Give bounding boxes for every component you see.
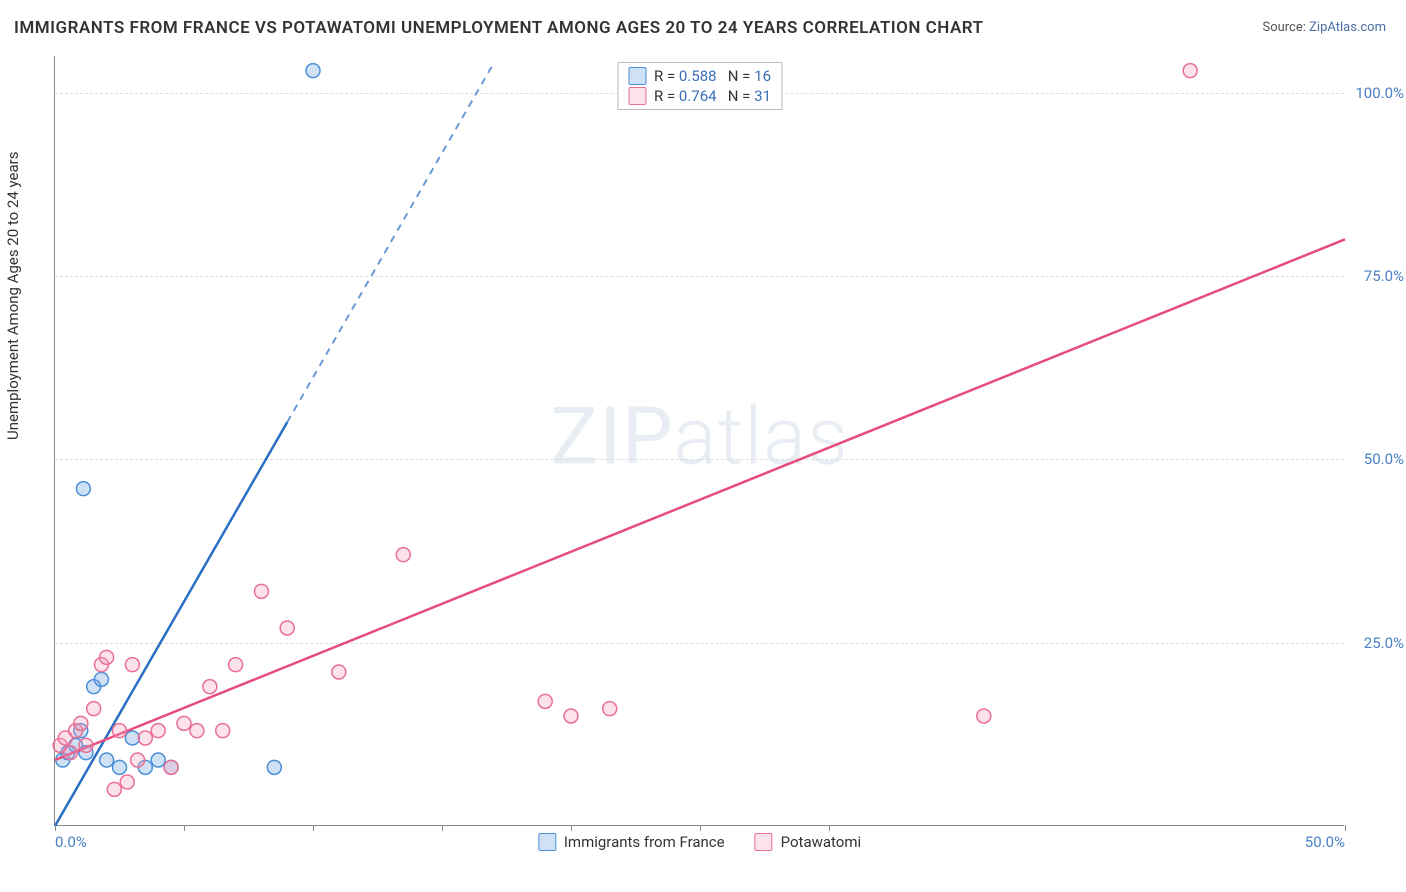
y-tick-label: 75.0% xyxy=(1364,267,1404,285)
stats-legend-row: R = 0.588 N = 16 xyxy=(628,67,771,85)
data-point xyxy=(538,694,552,708)
chart-title: IMMIGRANTS FROM FRANCE VS POTAWATOMI UNE… xyxy=(14,18,984,38)
x-tick-label: 50.0% xyxy=(1305,833,1345,851)
legend-swatch xyxy=(538,833,556,851)
data-point xyxy=(100,753,114,767)
data-point xyxy=(76,482,90,496)
stats-legend-row: R = 0.764 N = 31 xyxy=(628,87,771,105)
data-point xyxy=(100,650,114,664)
data-point xyxy=(151,724,165,738)
stats-text: R = 0.764 N = 31 xyxy=(654,87,771,105)
legend-item: Immigrants from France xyxy=(538,833,725,851)
data-point xyxy=(564,709,578,723)
stats-legend: R = 0.588 N = 16 R = 0.764 N = 31 xyxy=(617,62,782,110)
data-point xyxy=(79,738,93,752)
data-point xyxy=(74,716,88,730)
y-tick-label: 50.0% xyxy=(1364,450,1404,468)
data-point xyxy=(94,672,108,686)
data-point xyxy=(229,658,243,672)
data-point xyxy=(113,724,127,738)
legend-item: Potawatomi xyxy=(755,833,862,851)
data-point xyxy=(603,702,617,716)
x-tick xyxy=(700,825,701,831)
data-point xyxy=(87,702,101,716)
data-point xyxy=(120,775,134,789)
stats-text: R = 0.588 N = 16 xyxy=(654,67,771,85)
x-tick xyxy=(55,825,56,831)
x-tick xyxy=(184,825,185,831)
x-tick xyxy=(313,825,314,831)
y-tick-label: 100.0% xyxy=(1355,84,1404,102)
data-point xyxy=(280,621,294,635)
data-point xyxy=(177,716,191,730)
series-legend: Immigrants from France Potawatomi xyxy=(538,833,861,851)
x-tick xyxy=(442,825,443,831)
scatter-svg xyxy=(55,56,1344,825)
legend-swatch xyxy=(628,87,646,105)
x-tick xyxy=(571,825,572,831)
y-axis-label: Unemployment Among Ages 20 to 24 years xyxy=(4,152,22,440)
data-point xyxy=(125,731,139,745)
data-point xyxy=(267,760,281,774)
data-point xyxy=(396,548,410,562)
x-tick xyxy=(1345,825,1346,831)
legend-label: Immigrants from France xyxy=(564,833,725,851)
data-point xyxy=(138,731,152,745)
data-point xyxy=(977,709,991,723)
data-point xyxy=(306,64,320,78)
data-point xyxy=(113,760,127,774)
data-point xyxy=(332,665,346,679)
x-tick-label: 0.0% xyxy=(55,833,87,851)
x-tick xyxy=(829,825,830,831)
data-point xyxy=(151,753,165,767)
data-point xyxy=(1183,64,1197,78)
legend-swatch xyxy=(755,833,773,851)
data-point xyxy=(63,746,77,760)
plot-area: ZIPatlas R = 0.588 N = 16R = 0.764 N = 3… xyxy=(54,56,1344,826)
source-attribution: Source: ZipAtlas.com xyxy=(1262,20,1386,35)
source-value: ZipAtlas.com xyxy=(1309,20,1386,35)
data-point xyxy=(125,658,139,672)
data-point xyxy=(216,724,230,738)
data-point xyxy=(254,584,268,598)
data-point xyxy=(107,782,121,796)
data-point xyxy=(131,753,145,767)
data-point xyxy=(203,680,217,694)
data-point xyxy=(190,724,204,738)
trend-line-dashed xyxy=(287,63,493,422)
data-point xyxy=(164,760,178,774)
source-label: Source: xyxy=(1262,20,1309,35)
y-tick-label: 25.0% xyxy=(1364,634,1404,652)
legend-swatch xyxy=(628,67,646,85)
trend-line xyxy=(55,239,1345,760)
legend-label: Potawatomi xyxy=(781,833,862,851)
